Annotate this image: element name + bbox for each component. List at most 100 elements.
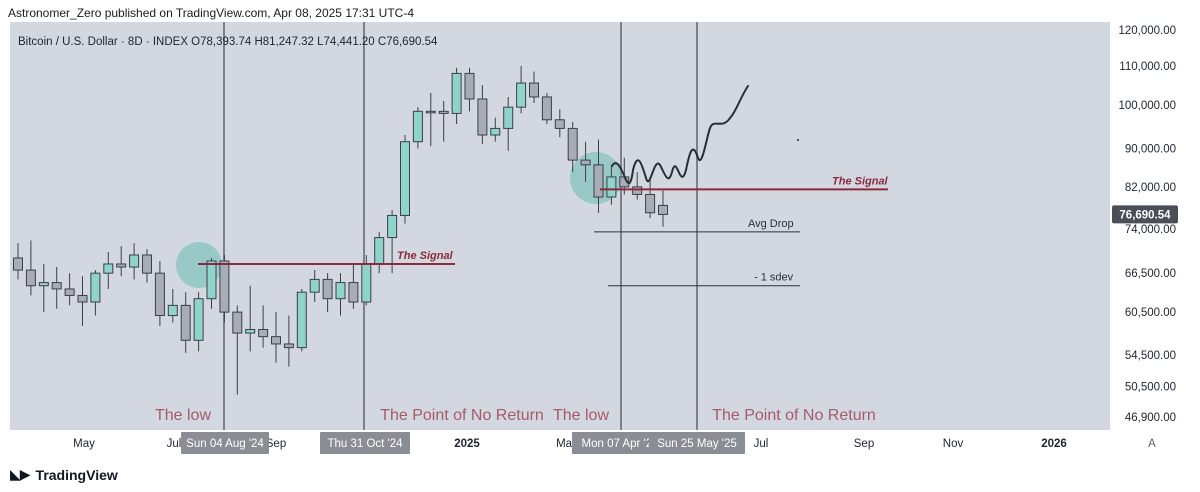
x-tick-label: Sep: [854, 438, 874, 450]
candle-body: [503, 106, 514, 129]
y-tick-label: 82,000.00: [1125, 182, 1176, 194]
candle-body: [335, 282, 346, 300]
projection-path: [611, 85, 749, 185]
candle-body: [387, 214, 398, 239]
tradingview-logo-icon: ◣▶: [10, 466, 31, 482]
candle-body: [309, 278, 320, 293]
date-badge: Sun 04 Aug '24: [181, 432, 269, 454]
candle-body: [412, 110, 423, 143]
event-label: The Point of No Return: [380, 407, 544, 424]
date-badge-box: [572, 432, 668, 454]
plot-area[interactable]: [10, 22, 1110, 430]
y-tick-label: 110,000.00: [1119, 61, 1176, 73]
annotation-label: The Signal: [832, 175, 889, 187]
axis-auto-label: A: [1148, 438, 1156, 450]
candle-body: [38, 282, 49, 287]
candle-body: [580, 159, 591, 166]
x-tick-label: 2026: [1041, 438, 1067, 450]
date-badge: Sun 25 May '25: [649, 432, 745, 454]
annotation-label: Avg Drop: [748, 218, 794, 230]
x-tick-label: 2025: [454, 438, 480, 450]
date-badge-box: [181, 432, 269, 454]
candle-body: [154, 272, 165, 317]
annotation-label: - 1 sdev: [754, 272, 794, 284]
candle-body: [451, 72, 462, 114]
candle-body: [554, 119, 565, 129]
x-tick-label: Jul: [167, 438, 182, 450]
date-badge-text: Sun 25 May '25: [657, 438, 737, 450]
candle-body: [25, 269, 36, 287]
candle-body: [477, 98, 488, 136]
candle-body: [541, 96, 552, 121]
candle-body: [374, 237, 385, 265]
x-tick-label: Sep: [266, 438, 286, 450]
x-tick-label: May: [73, 438, 95, 450]
symbol-ohlc-legend: Bitcoin / U.S. Dollar · 8D · INDEX O78,3…: [18, 36, 438, 48]
candle-body: [219, 260, 230, 313]
tradingview-branding[interactable]: ◣▶ TradingView: [10, 466, 118, 483]
event-label: The Point of No Return: [712, 407, 876, 424]
x-tick-label: Nov: [943, 438, 964, 450]
candle-body: [90, 272, 101, 303]
candle-body: [193, 298, 204, 341]
annotation-label: The Signal: [397, 250, 454, 262]
candle-body: [658, 204, 668, 215]
candle-body: [103, 263, 114, 274]
candle-body: [13, 257, 23, 271]
candle-body: [77, 294, 88, 303]
stray-dot: [797, 139, 799, 141]
candle-body: [425, 110, 436, 114]
candle-body: [116, 263, 127, 268]
x-tick-label: Jul: [754, 438, 769, 450]
y-tick-label: 74,000.00: [1125, 224, 1176, 236]
date-badge-box: [649, 432, 745, 454]
candle-body: [645, 193, 656, 214]
last-price-badge: 76,690.54: [1112, 205, 1178, 224]
candle-body: [490, 127, 501, 136]
date-badge-box: [320, 432, 410, 454]
date-badge-text: Sun 04 Aug '24: [186, 438, 264, 450]
last-price-box: [1112, 205, 1178, 224]
candle-body: [206, 260, 217, 300]
y-tick-label: 120,000.00: [1118, 25, 1176, 37]
x-tick-label: Mar: [556, 438, 576, 450]
candle-body: [296, 291, 307, 349]
candle-body: [129, 254, 140, 268]
y-tick-label: 50,500.00: [1125, 382, 1176, 394]
candle-body: [438, 110, 449, 114]
candle-body: [232, 311, 243, 334]
y-tick-label: 90,000.00: [1125, 144, 1176, 156]
candle-body: [283, 343, 294, 349]
candle-body: [632, 186, 643, 195]
date-badge: Thu 31 Oct '24: [320, 432, 410, 454]
candle-body: [567, 127, 578, 161]
candle-body: [529, 82, 539, 98]
last-price-value: 76,690.54: [1119, 209, 1171, 221]
event-label: The low: [155, 407, 211, 424]
candle-body: [516, 82, 527, 108]
candle-body: [400, 141, 410, 216]
candle-body: [361, 263, 372, 303]
candle-body: [258, 328, 269, 338]
y-tick-label: 46,900.00: [1125, 412, 1176, 424]
candle-body: [464, 72, 475, 100]
candle-body: [606, 176, 617, 198]
candle-body: [51, 282, 62, 290]
y-tick-label: 100,000.00: [1118, 100, 1176, 112]
candle-body: [322, 278, 333, 300]
candle-body: [180, 304, 191, 341]
date-badge-text: Mon 07 Apr '25: [582, 438, 659, 450]
candle-body: [245, 328, 256, 334]
candle-body: [271, 336, 281, 345]
y-tick-label: 66,500.00: [1125, 268, 1176, 280]
candle-body: [348, 282, 359, 303]
y-tick-label: 54,500.00: [1125, 350, 1176, 362]
publish-info: Astronomer_Zero published on TradingView…: [8, 6, 415, 20]
date-badge-text: Thu 31 Oct '24: [327, 438, 403, 450]
candle-body: [64, 288, 75, 296]
candle-body: [167, 304, 178, 317]
event-label: The low: [553, 407, 609, 424]
brand-name: TradingView: [35, 466, 118, 483]
date-badge: Mon 07 Apr '25: [572, 432, 668, 454]
